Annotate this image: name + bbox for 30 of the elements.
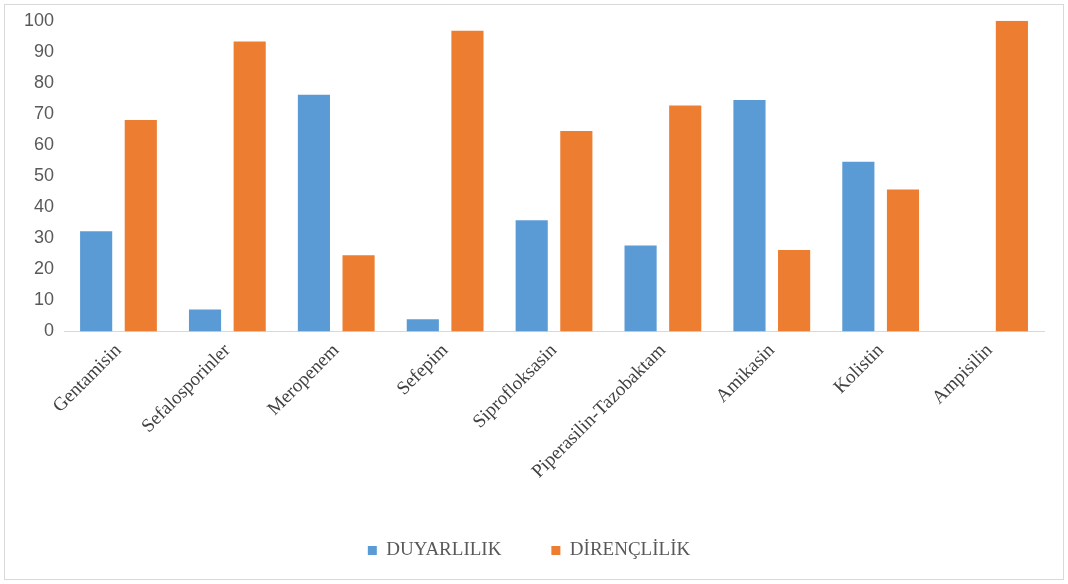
y-tick-label: 10 xyxy=(34,289,55,310)
y-tick-label: 70 xyxy=(34,102,55,123)
bar xyxy=(842,161,875,332)
bar xyxy=(886,189,920,332)
y-tick-label: 40 xyxy=(34,196,55,217)
bar xyxy=(778,250,811,332)
bar xyxy=(560,131,593,332)
bar xyxy=(669,105,702,332)
y-tick-label: 0 xyxy=(44,320,55,341)
bar xyxy=(995,20,1028,332)
y-tick-label: 20 xyxy=(34,258,55,279)
y-tick-label: 30 xyxy=(34,227,55,248)
bar xyxy=(80,231,113,332)
legend-label: DUYARLILIK xyxy=(386,538,502,560)
bar xyxy=(124,119,157,332)
y-tick-label: 100 xyxy=(23,9,55,30)
y-tick-label: 60 xyxy=(34,134,55,155)
bar xyxy=(733,100,766,332)
bar xyxy=(188,309,222,332)
bar xyxy=(515,220,548,332)
y-tick-label: 80 xyxy=(34,71,55,92)
bar xyxy=(297,94,330,332)
y-tick-label: 90 xyxy=(34,40,55,61)
legend-label: DİRENÇLİLİK xyxy=(569,538,691,560)
bar xyxy=(342,255,375,332)
bar xyxy=(233,41,266,332)
y-tick-label: 50 xyxy=(34,165,55,186)
bar xyxy=(624,245,657,332)
bar xyxy=(406,319,439,332)
bar xyxy=(451,30,484,332)
